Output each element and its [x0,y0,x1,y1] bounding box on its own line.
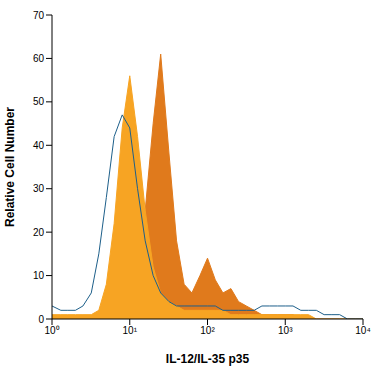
svg-text:10³: 10³ [278,325,293,336]
svg-text:10: 10 [33,270,45,281]
svg-text:30: 30 [33,183,45,194]
svg-text:20: 20 [33,227,45,238]
svg-text:70: 70 [33,10,45,21]
svg-text:10²: 10² [200,325,215,336]
svg-text:10¹: 10¹ [123,325,138,336]
svg-text:10⁰: 10⁰ [44,325,59,336]
svg-text:IL-12/IL-35 p35: IL-12/IL-35 p35 [166,352,250,366]
svg-text:Relative Cell Number: Relative Cell Number [3,107,17,227]
svg-text:40: 40 [33,140,45,151]
svg-text:50: 50 [33,96,45,107]
svg-text:10⁴: 10⁴ [355,325,370,336]
svg-text:0: 0 [38,314,44,325]
svg-text:60: 60 [33,53,45,64]
